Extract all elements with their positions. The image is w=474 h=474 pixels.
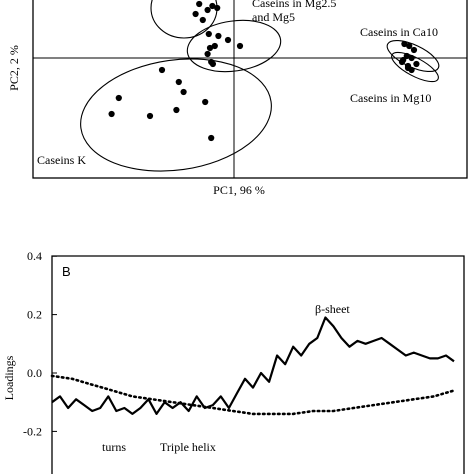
x-axis-label-pc1: PC1, 96 % <box>213 183 265 197</box>
score-point-group1-3 <box>403 52 410 60</box>
y-tick-label-2: 0.0 <box>27 366 42 380</box>
pca-plot-frame <box>32 0 468 179</box>
annotation-beta-sheet: β-sheet <box>315 302 350 316</box>
group-label-ca10: Caseins in Ca10 <box>360 25 438 39</box>
score-point-group1-0 <box>401 40 408 48</box>
score-point-group3-6 <box>175 78 182 86</box>
y-tick-label-0: 0.4 <box>27 249 42 263</box>
score-point-group3-7 <box>202 98 209 106</box>
score-point-group0-6 <box>205 30 212 38</box>
score-point-group3-2 <box>108 110 115 118</box>
pca-score-plot: Caseins in Mg2.5 and Mg5 Caseins in Ca10… <box>7 0 468 197</box>
score-point-group0-10 <box>204 50 211 58</box>
score-point-group0-7 <box>215 32 222 40</box>
panel-label-b: B <box>62 264 71 279</box>
score-point-group0-5 <box>214 4 221 12</box>
annotation-turns: turns <box>102 440 126 454</box>
group-label-mg10: Caseins in Mg10 <box>350 91 431 105</box>
score-point-group0-9 <box>206 44 214 52</box>
score-point-group2-2 <box>408 66 415 74</box>
score-points <box>108 0 420 142</box>
score-point-group1-4 <box>408 54 415 62</box>
score-point-group1-1 <box>406 42 413 50</box>
score-point-group3-0 <box>158 66 166 74</box>
y-axis-label-loadings: Loadings <box>2 355 16 400</box>
group-label-mg-line1: Caseins in Mg2.5 <box>252 0 336 10</box>
cluster-ellipse-mg10 <box>391 51 439 83</box>
loadings-series-solid <box>51 316 455 415</box>
y-axis-label-pc2: PC2, 2 % <box>7 45 21 91</box>
score-point-group0-4 <box>209 2 216 10</box>
y-tick-label-3: -0.2 <box>23 424 42 438</box>
group-ellipses <box>80 0 440 172</box>
score-point-group0-14 <box>236 42 244 50</box>
score-point-group2-0 <box>400 56 407 64</box>
cluster-ellipse-mg-middle <box>186 19 282 73</box>
score-point-group0-8 <box>224 36 232 44</box>
y-axis-ticks: 0.4 0.2 0.0 -0.2 <box>23 249 57 438</box>
annotation-triple-helix: Triple helix <box>160 440 216 454</box>
score-point-group2-1 <box>404 62 412 70</box>
score-point-group0-3 <box>204 6 211 14</box>
score-point-group0-11 <box>211 42 218 50</box>
score-point-group0-2 <box>199 16 206 24</box>
score-point-group0-1 <box>196 0 203 8</box>
loadings-plot: 0.4 0.2 0.0 -0.2 B β-sheet turns Triple hel… <box>2 249 465 474</box>
score-point-group3-8 <box>208 134 215 142</box>
score-point-group3-5 <box>180 88 187 96</box>
score-point-group1-5 <box>413 60 420 68</box>
score-point-group3-1 <box>115 94 122 102</box>
score-point-group1-2 <box>410 46 418 54</box>
loadings-series-dotted <box>50 374 456 416</box>
loadings-plot-frame <box>51 255 465 474</box>
cluster-ellipse-caseins-k <box>80 58 272 172</box>
score-point-group3-4 <box>173 106 180 114</box>
score-point-group0-0 <box>192 10 199 18</box>
group-label-caseins-k: Caseins K <box>37 153 86 167</box>
group-label-mg-line2: and Mg5 <box>252 10 295 24</box>
score-point-group3-3 <box>146 112 154 120</box>
score-point-group0-13 <box>209 60 216 68</box>
y-tick-label-1: 0.2 <box>27 308 42 322</box>
